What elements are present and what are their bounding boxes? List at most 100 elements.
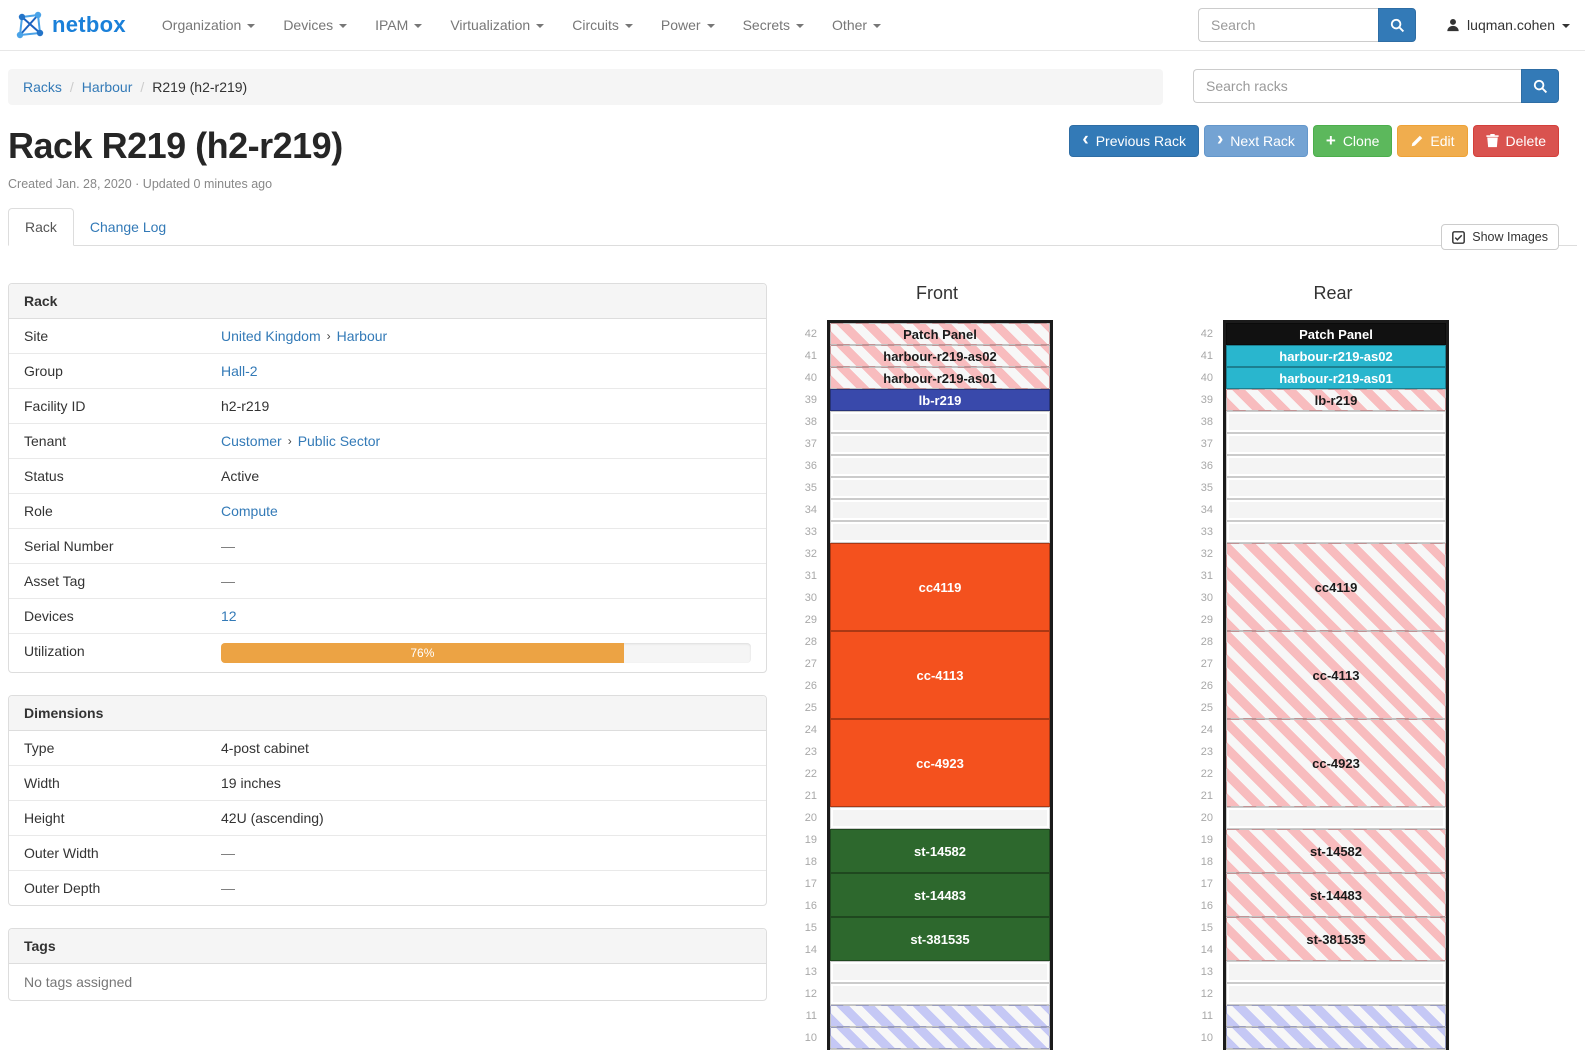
breadcrumb-link-racks[interactable]: Racks bbox=[23, 79, 62, 95]
next-rack-label: Next Rack bbox=[1230, 133, 1295, 149]
field-value-link-compute[interactable]: Compute bbox=[221, 503, 278, 519]
unit-number: 35 bbox=[1200, 482, 1213, 494]
global-search-input[interactable] bbox=[1198, 8, 1379, 42]
rack-device-harbour-r219-as01[interactable]: harbour-r219-as01 bbox=[1226, 367, 1446, 389]
field-value: Hall-2 bbox=[206, 354, 766, 388]
nav-item-virtualization[interactable]: Virtualization bbox=[436, 0, 558, 50]
field-value-text: — bbox=[221, 880, 235, 896]
nav-item-power[interactable]: Power bbox=[647, 0, 729, 50]
rack-device-harbour-r219-as02[interactable]: harbour-r219-as02 bbox=[830, 345, 1050, 367]
rack-device-cc4119[interactable]: cc4119 bbox=[1226, 543, 1446, 631]
nav-item-other[interactable]: Other bbox=[818, 0, 895, 50]
edit-label: Edit bbox=[1430, 133, 1455, 149]
unit-number: 19 bbox=[804, 834, 817, 846]
clone-button[interactable]: + Clone bbox=[1312, 125, 1393, 157]
rack-device-lb-r219[interactable]: lb-r219 bbox=[830, 389, 1050, 411]
field-value: 42U (ascending) bbox=[206, 801, 766, 835]
field-value: h2-r219 bbox=[206, 389, 766, 423]
rack-slot-empty bbox=[1226, 983, 1446, 1005]
show-images-button[interactable]: Show Images bbox=[1441, 224, 1559, 250]
field-row-site: Site United Kingdom › Harbour bbox=[9, 319, 766, 354]
field-value-link-12[interactable]: 12 bbox=[221, 608, 237, 624]
field-row-serial-number: Serial Number — bbox=[9, 529, 766, 564]
rack-slot-empty bbox=[1226, 499, 1446, 521]
field-value: 19 inches bbox=[206, 766, 766, 800]
netbox-logo[interactable]: netbox bbox=[15, 10, 126, 40]
unit-number: 26 bbox=[1200, 680, 1213, 692]
breadcrumb-link-harbour[interactable]: Harbour bbox=[81, 79, 133, 95]
unit-number: 25 bbox=[1200, 702, 1213, 714]
rack-device-cc4119[interactable]: cc4119 bbox=[830, 543, 1050, 631]
unit-number: 29 bbox=[1200, 614, 1213, 626]
rack-device-harbour-r219-as02[interactable]: harbour-r219-as02 bbox=[1226, 345, 1446, 367]
detail-panels: Rack Site United Kingdom › Harbour Group Hall… bbox=[8, 283, 767, 1023]
field-value-link-public-sector[interactable]: Public Sector bbox=[297, 433, 381, 449]
rack-slot-empty bbox=[1226, 961, 1446, 983]
rack-device-st-14483[interactable]: st-14483 bbox=[830, 873, 1050, 917]
unit-number: 11 bbox=[1201, 1010, 1213, 1022]
rack-device-harbour-r219-as01[interactable]: harbour-r219-as01 bbox=[830, 367, 1050, 389]
rack-device-patch-panel[interactable]: Patch Panel bbox=[1226, 323, 1446, 345]
field-value-link-united-kingdom[interactable]: United Kingdom bbox=[221, 328, 321, 344]
next-rack-button[interactable]: › Next Rack bbox=[1203, 125, 1308, 157]
nav-item-organization[interactable]: Organization bbox=[148, 0, 269, 50]
unit-number: 25 bbox=[804, 702, 817, 714]
rack-panel-header: Rack bbox=[9, 284, 766, 319]
nav-item-label: Organization bbox=[161, 17, 242, 33]
rack-search-button[interactable] bbox=[1521, 69, 1559, 103]
rack-device-patch-panel[interactable]: Patch Panel bbox=[830, 323, 1050, 345]
unit-number: 34 bbox=[804, 504, 817, 516]
unit-number: 39 bbox=[1200, 394, 1213, 406]
breadcrumb-separator: / bbox=[140, 79, 145, 95]
rack-device-cc-4113[interactable]: cc-4113 bbox=[830, 631, 1050, 719]
rack-slot-empty bbox=[830, 433, 1050, 455]
nav-item-secrets[interactable]: Secrets bbox=[729, 0, 818, 50]
unit-number: 16 bbox=[804, 900, 817, 912]
user-menu[interactable]: luqman.cohen bbox=[1446, 17, 1570, 33]
rack-panel: Rack Site United Kingdom › Harbour Group Hall… bbox=[8, 283, 767, 673]
unit-number: 29 bbox=[804, 614, 817, 626]
previous-rack-button[interactable]: ‹ Previous Rack bbox=[1069, 125, 1199, 157]
field-value-link-hall-2[interactable]: Hall-2 bbox=[221, 363, 258, 379]
nav-item-ipam[interactable]: IPAM bbox=[361, 0, 436, 50]
nav-item-devices[interactable]: Devices bbox=[269, 0, 361, 50]
edit-button[interactable]: Edit bbox=[1397, 125, 1468, 157]
main-menu: Organization Devices IPAM Virtualization Cir… bbox=[148, 0, 895, 50]
tab-change-log[interactable]: Change Log bbox=[89, 219, 167, 235]
chevron-down-icon bbox=[1562, 24, 1570, 28]
field-value: — bbox=[206, 529, 766, 563]
rack-device-cc-4923[interactable]: cc-4923 bbox=[830, 719, 1050, 807]
delete-button[interactable]: Delete bbox=[1472, 125, 1559, 157]
rack-device-st-14582[interactable]: st-14582 bbox=[830, 829, 1050, 873]
field-row-outer-width: Outer Width — bbox=[9, 836, 766, 871]
chevron-right-icon: › bbox=[1216, 129, 1224, 150]
nav-item-label: Secrets bbox=[742, 17, 791, 33]
rack-device-cc-4923[interactable]: cc-4923 bbox=[1226, 719, 1446, 807]
previous-rack-label: Previous Rack bbox=[1095, 133, 1186, 149]
field-value-text: — bbox=[221, 538, 235, 554]
breadcrumb-separator: / bbox=[69, 79, 74, 95]
global-search-button[interactable] bbox=[1378, 8, 1417, 42]
rack-slot-reserved bbox=[830, 1027, 1050, 1049]
rack-device-lb-r219[interactable]: lb-r219 bbox=[1226, 389, 1446, 411]
rack-device-st-381535[interactable]: st-381535 bbox=[830, 917, 1050, 961]
rack-search-input[interactable] bbox=[1193, 69, 1521, 103]
tab-rack[interactable]: Rack bbox=[8, 208, 74, 246]
field-row-height: Height 42U (ascending) bbox=[9, 801, 766, 836]
rack-device-st-14582[interactable]: st-14582 bbox=[1226, 829, 1446, 873]
field-value-link-customer[interactable]: Customer bbox=[221, 433, 282, 449]
chevron-down-icon bbox=[624, 24, 633, 28]
username: luqman.cohen bbox=[1467, 17, 1555, 33]
unit-number: 31 bbox=[804, 570, 817, 582]
tags-empty-text: No tags assigned bbox=[24, 974, 133, 990]
rack-device-st-14483[interactable]: st-14483 bbox=[1226, 873, 1446, 917]
nav-item-circuits[interactable]: Circuits bbox=[558, 0, 647, 50]
rack-slot-empty bbox=[830, 521, 1050, 543]
unit-number: 30 bbox=[1200, 592, 1213, 604]
field-value-link-harbour[interactable]: Harbour bbox=[336, 328, 388, 344]
rack-device-cc-4113[interactable]: cc-4113 bbox=[1226, 631, 1446, 719]
rack-device-st-381535[interactable]: st-381535 bbox=[1226, 917, 1446, 961]
unit-number: 18 bbox=[804, 856, 817, 868]
nav-item-label: Circuits bbox=[572, 17, 619, 33]
delete-label: Delete bbox=[1505, 133, 1546, 149]
